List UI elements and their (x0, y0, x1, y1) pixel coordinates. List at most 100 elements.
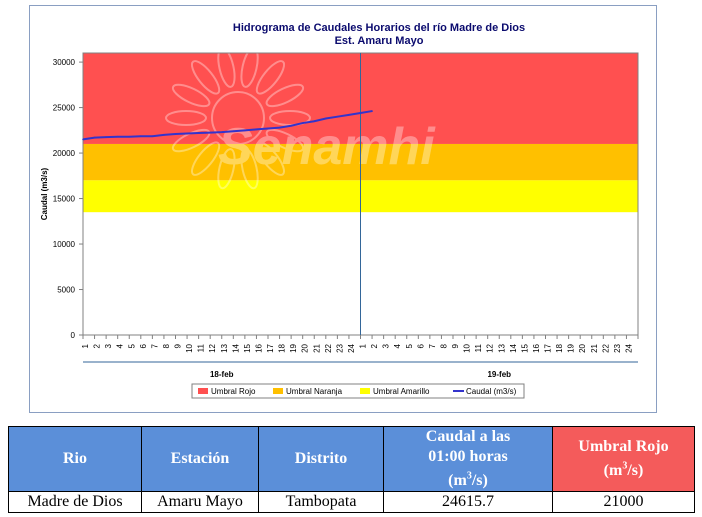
series-line-caudal (82, 110, 373, 141)
watermark-ray (255, 141, 286, 176)
x-tick-label: 20 (578, 343, 587, 352)
legend: Umbral Rojo Umbral Naranja Umbral Amarillo… (191, 383, 525, 399)
x-tick-label: 6 (139, 343, 148, 348)
legend-swatch (360, 388, 370, 394)
series-point (140, 135, 142, 138)
y-tick-label: 10000 (53, 240, 76, 249)
header-distrito: Distrito (258, 425, 384, 493)
x-tick-label: 23 (613, 343, 622, 352)
y-tick-label: 30000 (53, 58, 76, 67)
x-tick-label: 15 (243, 343, 252, 352)
x-tick-label: 19 (289, 343, 298, 352)
header-estacion: Estación (141, 425, 259, 493)
x-tick-label: 11 (474, 343, 483, 352)
summary-data-row: Madre de Dios Amaru Mayo Tambopata 24615… (8, 491, 695, 514)
header-umbral-unit: (m3/s) (603, 461, 644, 480)
legend-label: Umbral Rojo (211, 387, 256, 396)
cell-estacion: Amaru Mayo (141, 491, 259, 514)
x-tick-label: 18 (278, 343, 287, 352)
x-tick-label: 2 (370, 343, 379, 348)
legend-swatch (198, 388, 208, 394)
cell-umbral-rojo: 21000 (552, 491, 695, 514)
series-point (301, 122, 304, 124)
x-tick-label: 2 (93, 343, 102, 348)
x-tick-label: 4 (393, 343, 402, 348)
x-tick-label: 23 (335, 343, 344, 352)
x-tick-label: 12 (486, 343, 495, 352)
x-tick-label: 8 (162, 343, 171, 348)
series-point (93, 136, 96, 139)
x-tick-label: 11 (197, 343, 206, 352)
x-tick-label: 3 (382, 343, 391, 348)
series-point (105, 136, 107, 138)
chart-frame: Hidrograma de Caudales Horarios del río … (29, 5, 657, 413)
watermark-ray (240, 148, 259, 190)
x-tick-label: 19 (567, 343, 576, 352)
watermark-ray (190, 141, 221, 176)
header-umbral-rojo: Umbral Rojo (m3/s) (552, 425, 695, 493)
x-tick-label: 22 (324, 343, 333, 352)
series-point (244, 129, 246, 132)
x-tick-label: 5 (405, 343, 414, 348)
series-point (116, 135, 119, 138)
header-umbral-rojo-label: Umbral Rojo (578, 438, 669, 455)
hydrograph-chart: Hidrograma de Caudales Horarios del río … (40, 22, 639, 399)
x-tick-label: 3 (104, 343, 113, 348)
x-tick-label: 10 (463, 343, 472, 352)
x-tick-label: 24 (624, 343, 633, 352)
x-tick-label: 14 (231, 343, 240, 352)
series-point (359, 112, 362, 114)
summary-header-row: Rio Estación Distrito Caudal a las 01:00… (8, 425, 695, 493)
y-tick-label: 25000 (53, 104, 76, 113)
watermark-ray (255, 60, 286, 95)
x-tick-label: 7 (428, 343, 437, 348)
x-tick-label: 15 (520, 343, 529, 352)
x-tick-label: 6 (416, 343, 425, 348)
x-tick-label: 9 (174, 343, 183, 348)
series-point (186, 132, 188, 135)
series-point (348, 114, 350, 116)
x-tick-label: 21 (312, 343, 321, 352)
x-tick-label: 22 (601, 343, 610, 352)
series-point (151, 135, 154, 138)
x-tick-label: 17 (544, 343, 553, 352)
y-tick-label: 5000 (57, 286, 75, 295)
senamhi-watermark: Senamhi (165, 46, 436, 190)
series-point (128, 135, 131, 138)
header-caudal-label: Caudal a las 01:00 horas (425, 428, 511, 465)
y-tick-label: 20000 (53, 149, 76, 158)
series-point (255, 128, 258, 131)
summary-table: Rio Estación Distrito Caudal a las 01:00… (8, 425, 695, 514)
watermark-ray (190, 60, 221, 95)
series-point (325, 117, 327, 120)
series-point (336, 115, 339, 118)
chart-subtitle: Est. Amaru Mayo (335, 35, 424, 47)
y-axis-label: Caudal (m3/s) (40, 167, 49, 220)
series-point (82, 138, 84, 141)
legend-box (191, 383, 525, 399)
x-tick-label: 16 (532, 343, 541, 352)
series-point (313, 120, 316, 123)
cell-distrito: Tambopata (258, 491, 384, 514)
series-point (220, 131, 223, 133)
cell-caudal: 24615.7 (383, 491, 553, 514)
watermark-ray (265, 83, 305, 108)
day-label: 19-feb (487, 370, 511, 379)
x-tick-label: 10 (185, 343, 194, 352)
watermark-ray (265, 128, 305, 153)
series-point (267, 127, 269, 130)
series-point (290, 124, 292, 127)
watermark-ray (217, 46, 236, 88)
legend-label: Umbral Amarillo (373, 387, 430, 396)
header-caudal: Caudal a las 01:00 horas (m3/s) (383, 425, 553, 493)
series-point (371, 110, 373, 112)
series-point (278, 126, 281, 129)
series-point (209, 131, 211, 134)
x-tick-label: 21 (590, 343, 599, 352)
watermark-ray (165, 110, 207, 126)
series-point (163, 134, 165, 136)
watermark-text: Senamhi (218, 118, 436, 176)
y-tick-label: 0 (71, 331, 76, 340)
legend-swatch (273, 388, 283, 394)
x-tick-label: 8 (439, 343, 448, 348)
